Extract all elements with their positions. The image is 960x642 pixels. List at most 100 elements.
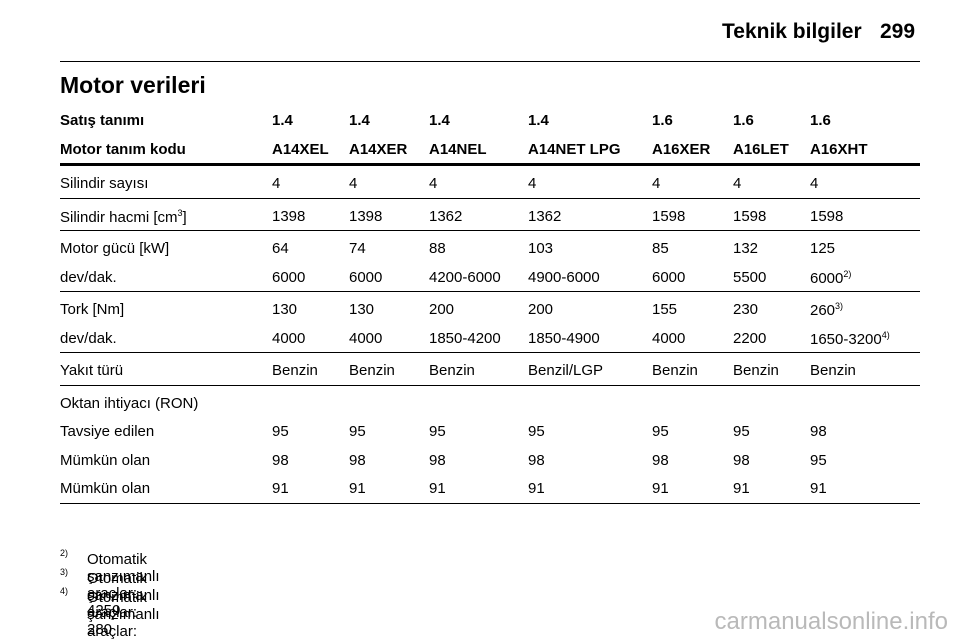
table-row: Satış tanımı 1.4 1.4 1.4 1.4 1.6 1.6 1.6	[60, 106, 920, 135]
cell: 1398	[349, 207, 383, 225]
row-group: Oktan ihtiyacı (RON) Tavsiye edilen 95 95 95…	[60, 386, 920, 504]
cell: 98	[652, 451, 669, 469]
cell: 64	[272, 240, 289, 257]
row-group: Motor gücü [kW] 64 74 88 103 85 132 125 dev/dak.…	[60, 231, 920, 292]
cell: Mümkün olan	[60, 451, 151, 469]
cell: 4	[810, 175, 819, 192]
cell: 200	[528, 301, 554, 318]
cell: 4	[349, 175, 358, 192]
table-row: Motor gücü [kW] 64 74 88 103 85 132 125	[60, 234, 920, 263]
cell: 1.4	[429, 112, 450, 129]
cell: 6000	[349, 268, 383, 286]
cell: 98	[272, 451, 289, 469]
cell: Satış tanımı	[60, 112, 145, 129]
cell: 4	[272, 175, 281, 192]
cell: Benzil/LGP	[528, 362, 604, 379]
cell: 200	[429, 301, 455, 318]
cell: 1362	[429, 207, 463, 225]
cell: 4000	[349, 329, 383, 347]
cell: 60002)	[810, 269, 851, 287]
cell-text: ]	[182, 208, 187, 226]
row-group: Yakıt türü Benzin Benzin Benzin Benzil/LGP Be…	[60, 353, 920, 386]
cell: 4000	[272, 329, 306, 347]
row-group: Silindir hacmi [cm3] 1398 1398 1362 1362 1598…	[60, 199, 920, 231]
table-row: Silindir hacmi [cm3] 1398 1398 1362 1362 1598…	[60, 202, 920, 231]
cell: 4200-6000	[429, 268, 501, 286]
cell: 2200	[733, 329, 767, 347]
cell: Benzin	[429, 362, 475, 379]
table-row: dev/dak. 6000 6000 4200-6000 4900-6000 6000 55…	[60, 263, 920, 292]
footnote-text: Otomatik şanzımanlı araçlar: 280	[87, 570, 160, 638]
cell: 91	[349, 480, 366, 497]
cell: 95	[272, 423, 289, 440]
cell: Oktan ihtiyacı (RON)	[60, 394, 199, 412]
footnote-text: Otomatik şanzımanlı araçlar: 4250	[87, 551, 160, 619]
cell: 98	[733, 451, 750, 469]
cell: 155	[652, 301, 678, 318]
cell: 1850-4900	[528, 329, 600, 347]
cell: 1850-4200	[429, 329, 501, 347]
table-row: Mümkün olan 91 91 91 91 91 91 91	[60, 474, 920, 503]
table-row: Tavsiye edilen 95 95 95 95 95 95 98	[60, 417, 920, 446]
cell: A14NET LPG	[528, 140, 621, 158]
cell: 132	[733, 240, 759, 257]
cell: A16XER	[652, 140, 711, 158]
cell: 74	[349, 240, 366, 257]
table-row: Oktan ihtiyacı (RON)	[60, 389, 920, 418]
footnote-mark: 2)	[60, 548, 69, 558]
section-title: Teknik bilgiler	[722, 20, 862, 43]
row-group: Tork [Nm] 130 130 200 200 155 230 2603) dev/dak.…	[60, 292, 920, 353]
cell: 130	[349, 301, 375, 318]
cell: 95	[528, 423, 545, 440]
cell: Yakıt türü	[60, 362, 124, 379]
table-row: Silindir sayısı 4 4 4 4 4 4 4	[60, 169, 920, 198]
cell: 91	[810, 480, 827, 497]
cell: 4000	[652, 329, 686, 347]
table-row: Tork [Nm] 130 130 200 200 155 230 2603)	[60, 295, 920, 324]
cell: A14XER	[349, 140, 408, 158]
cell: 98	[810, 423, 827, 440]
header-rule	[60, 61, 920, 62]
cell: 4900-6000	[528, 268, 600, 286]
table-row: dev/dak. 4000 4000 1850-4200 1850-4900 4000 22…	[60, 324, 920, 353]
cell: 95	[810, 451, 827, 469]
cell: 1362	[528, 207, 562, 225]
cell: 125	[810, 240, 836, 257]
cell: Benzin	[733, 362, 779, 379]
cell: Silindir hacmi [cm3]	[60, 208, 187, 226]
cell: 6000	[652, 268, 686, 286]
cell: Benzin	[810, 362, 856, 379]
row-group: Silindir sayısı 4 4 4 4 4 4 4	[60, 166, 920, 199]
table-row: Yakıt türü Benzin Benzin Benzin Benzil/LGP Be…	[60, 356, 920, 385]
cell: Motor tanım kodu	[60, 140, 186, 158]
cell: A16XHT	[810, 140, 868, 158]
cell: 1598	[810, 207, 844, 225]
cell-text: Silindir hacmi [cm	[60, 208, 178, 226]
cell: 230	[733, 301, 759, 318]
cell: 91	[429, 480, 446, 497]
cell: 95	[349, 423, 366, 440]
table-row: Motor tanım kodu A14XEL A14XER A14NEL A14NET…	[60, 135, 920, 164]
cell: A14NEL	[429, 140, 487, 158]
cell: 5500	[733, 268, 767, 286]
cell: Mümkün olan	[60, 480, 151, 497]
cell: 1598	[652, 207, 686, 225]
cell: 1598	[733, 207, 767, 225]
cell: dev/dak.	[60, 268, 117, 286]
cell: 1.4	[349, 112, 370, 129]
page-number: 299	[880, 20, 916, 43]
footnote-text: Otomatik şanzımanlı araçlar: 1650-4250	[87, 589, 160, 642]
superscript: 4)	[881, 329, 890, 340]
cell-text: 1650-3200	[810, 330, 882, 348]
cell: 2603)	[810, 301, 843, 319]
cell: 98	[429, 451, 446, 469]
cell: A14XEL	[272, 140, 329, 158]
watermark: carmanualsonline.info	[714, 608, 948, 635]
superscript: 3	[177, 207, 183, 218]
cell: Tavsiye edilen	[60, 423, 155, 440]
cell: Benzin	[349, 362, 395, 379]
cell: 103	[528, 240, 554, 257]
cell: 4	[528, 175, 537, 192]
cell: 95	[652, 423, 669, 440]
cell: 1.4	[272, 112, 293, 129]
